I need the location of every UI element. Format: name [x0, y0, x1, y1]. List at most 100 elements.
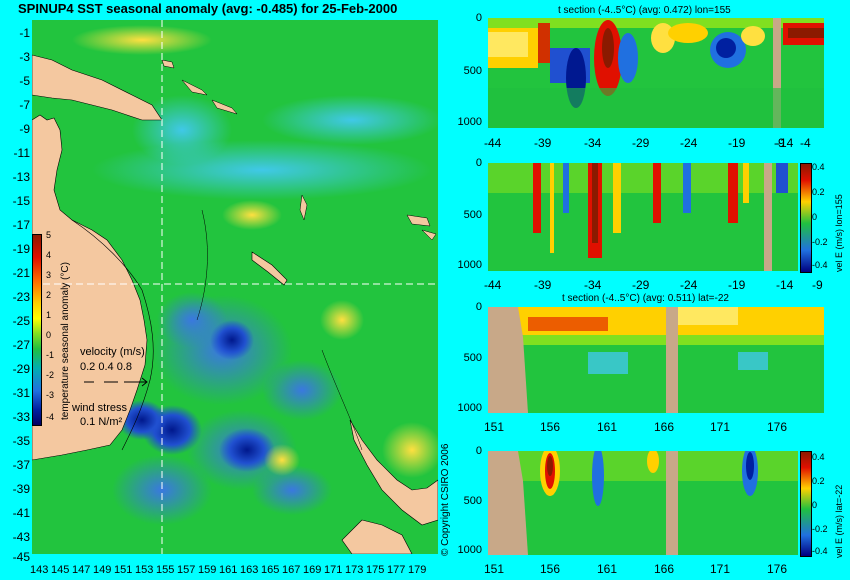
lat-tick: -33	[12, 410, 30, 424]
lon-tick: 167	[282, 564, 301, 576]
x-tick: -9	[774, 136, 785, 150]
x-tick: 171	[710, 562, 731, 576]
land-new-guinea	[32, 54, 163, 121]
lon-tick: 147	[72, 564, 91, 576]
velocity-legend-title: velocity (m/s)	[80, 346, 145, 358]
lon-tick: 153	[135, 564, 154, 576]
lat-tick: -39	[12, 482, 30, 496]
section-4-colorbar-label: vel E (m/s) lat=-22	[834, 484, 844, 558]
section-1-plot	[488, 18, 824, 128]
y-tick: 500	[463, 352, 482, 364]
colorbar-tick: -1	[46, 350, 55, 360]
y-tick: 500	[463, 65, 482, 77]
lon-tick: 177	[387, 564, 406, 576]
depth-contour	[196, 209, 208, 321]
x-tick: -19	[728, 278, 746, 292]
wind-legend-scale: 0.1 N/m²	[80, 416, 123, 428]
section-2-colorbar	[800, 163, 812, 273]
colorbar-tick: 0	[812, 500, 818, 510]
lat-tick: -15	[12, 194, 30, 208]
anomaly-warm	[264, 444, 300, 476]
x-tick: -24	[680, 278, 698, 292]
x-tick: -39	[534, 136, 552, 150]
y-tick: 0	[475, 301, 482, 313]
section-1-yaxis: 0 500 1000	[446, 12, 486, 138]
section-4-xaxis: 151 156 161 166 171 176	[484, 562, 834, 576]
colorbar-tick: 0	[46, 330, 52, 340]
x-tick: 171	[710, 420, 731, 434]
land-new-zealand-north	[349, 419, 438, 526]
x-tick: 156	[540, 562, 561, 576]
anomaly-patch	[262, 95, 438, 145]
x-tick: 176	[767, 562, 788, 576]
land-islands	[161, 59, 175, 69]
y-tick: 0	[475, 445, 482, 457]
colorbar-tick: -0.4	[812, 260, 828, 270]
lat-tick: -41	[12, 506, 30, 520]
lat-tick: -45	[12, 550, 30, 564]
x-tick: 166	[654, 420, 675, 434]
land-new-caledonia	[251, 251, 288, 286]
section-2-canvas	[488, 163, 798, 271]
y-tick: 0	[475, 157, 482, 169]
x-tick: -29	[632, 278, 650, 292]
colorbar-tick: -2	[46, 370, 55, 380]
lon-tick: 173	[345, 564, 364, 576]
depth-contour	[71, 219, 154, 451]
colorbar-tick: 0.4	[812, 452, 825, 462]
x-tick: -14	[776, 136, 794, 150]
x-tick: -9	[812, 278, 823, 292]
x-tick: -44	[484, 278, 502, 292]
section-4-yaxis: 0 500 1000	[446, 445, 486, 561]
land-islands	[421, 229, 437, 241]
lat-tick: -37	[12, 458, 30, 472]
lat-tick: -27	[12, 338, 30, 352]
lat-tick: -25	[12, 314, 30, 328]
section-4-colorbar	[800, 451, 812, 557]
colorbar-gradient	[32, 234, 42, 426]
page-title: SPINUP4 SST seasonal anomaly (avg: -0.48…	[18, 1, 398, 16]
anomaly-warm	[382, 422, 438, 478]
wind-legend-title: wind stress	[72, 402, 128, 414]
x-tick: -19	[728, 136, 746, 150]
land-australia	[32, 114, 148, 461]
land-new-zealand-south	[341, 519, 413, 554]
lon-tick: 169	[303, 564, 322, 576]
anomaly-patch	[157, 292, 227, 348]
colorbar-tick: 0.4	[812, 162, 825, 172]
x-tick: -34	[584, 278, 602, 292]
colorbar-label: temperature seasonal anomaly (°C)	[60, 262, 71, 420]
section-2-colorbar-ticks: 0.4 0.2 0 -0.2 -0.4	[812, 162, 842, 272]
lat-tick: -7	[19, 98, 30, 112]
x-tick: -29	[632, 136, 650, 150]
x-tick: -24	[680, 136, 698, 150]
section-2-plot	[488, 163, 798, 271]
velocity-legend-scale: 0.2 0.4 0.8	[80, 361, 132, 373]
colorbar-tick: -3	[46, 390, 55, 400]
land-islands	[181, 79, 208, 96]
colorbar-tick: 3	[46, 270, 52, 280]
lat-tick: -21	[12, 266, 30, 280]
depth-contour	[321, 349, 363, 451]
anomaly-patch	[112, 455, 212, 525]
colorbar-tick: 0.2	[812, 187, 825, 197]
anomaly-patch	[252, 465, 332, 515]
colorbar-tick: -0.2	[812, 237, 828, 247]
y-tick: 500	[463, 495, 482, 507]
lat-tick: -29	[12, 362, 30, 376]
lon-tick: 151	[114, 564, 133, 576]
colorbar-tick: -0.4	[812, 546, 828, 556]
map-colorbar-ticks: 5 4 3 2 1 0 -1 -2 -3 -4	[46, 230, 60, 430]
lat-tick: -17	[12, 218, 30, 232]
colorbar-tick: 2	[46, 290, 52, 300]
x-tick: 166	[654, 562, 675, 576]
x-tick: -14	[776, 278, 794, 292]
x-tick: 156	[540, 420, 561, 434]
section-4-colorbar-ticks: 0.4 0.2 0 -0.2 -0.4	[812, 452, 842, 558]
lat-tick: -13	[12, 170, 30, 184]
y-tick: 1000	[457, 544, 482, 556]
x-tick: -4	[800, 136, 811, 150]
section-1-xaxis: -44 -39 -34 -29 -24 -19 -14 -9 -4	[484, 136, 834, 150]
lon-tick: 143	[30, 564, 49, 576]
x-tick: 161	[597, 562, 618, 576]
